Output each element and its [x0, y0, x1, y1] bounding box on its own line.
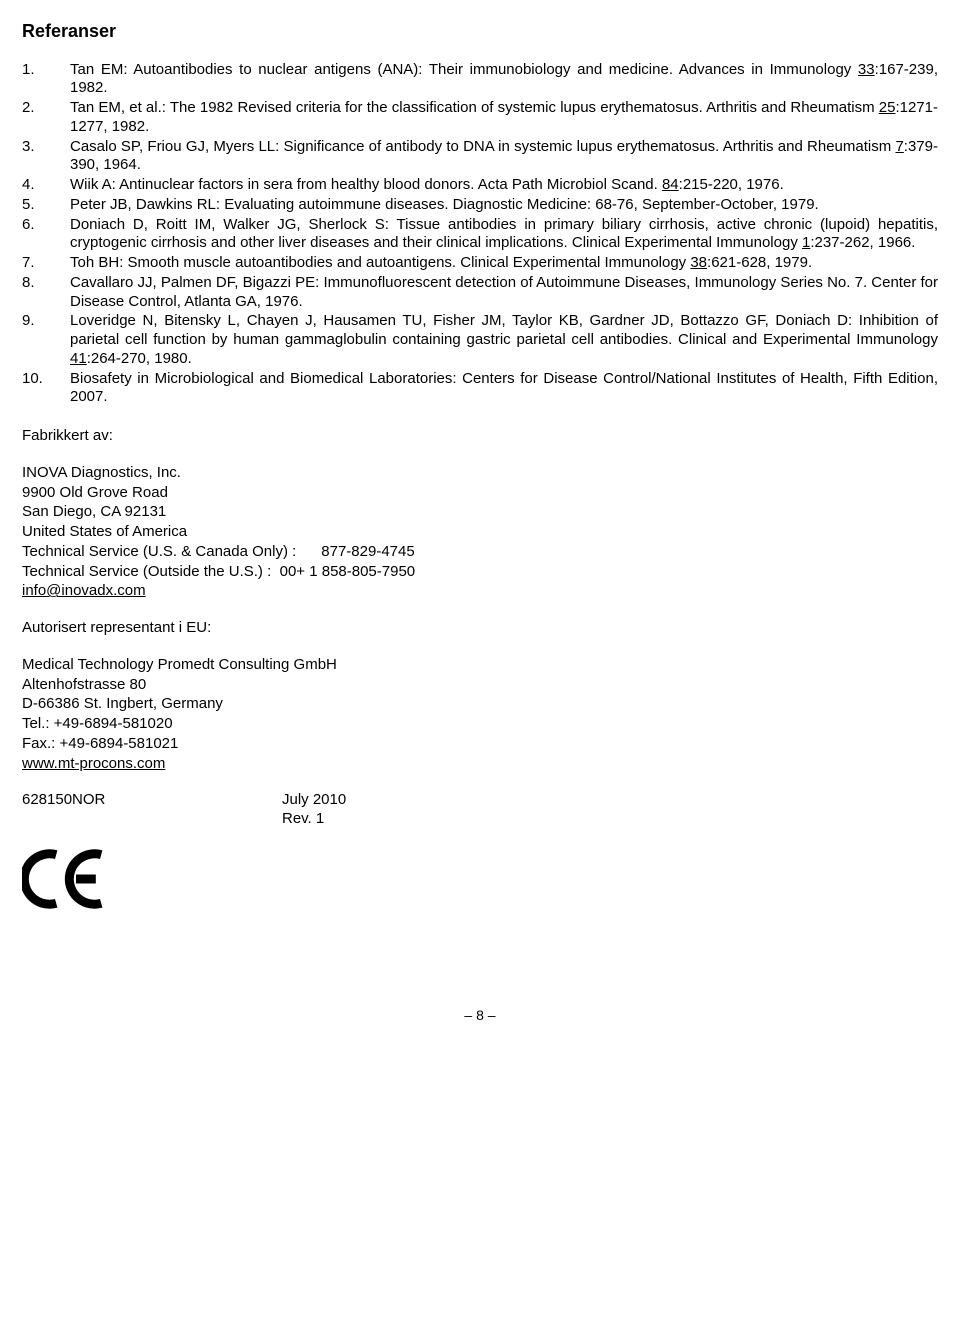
- reference-number: 8.: [22, 274, 70, 312]
- reference-number: 1.: [22, 61, 70, 99]
- rep-name: Medical Technology Promedt Consulting Gm…: [22, 656, 938, 675]
- reference-text: Tan EM, et al.: The 1982 Revised criteri…: [70, 99, 938, 137]
- document-date: July 2010: [282, 791, 346, 810]
- reference-item: 10.Biosafety in Microbiological and Biom…: [22, 370, 938, 408]
- reference-item: 7.Toh BH: Smooth muscle autoantibodies a…: [22, 254, 938, 273]
- reference-text: Cavallaro JJ, Palmen DF, Bigazzi PE: Imm…: [70, 274, 938, 312]
- manufacturer-country: United States of America: [22, 523, 938, 542]
- reference-number: 6.: [22, 216, 70, 254]
- reference-number: 9.: [22, 312, 70, 368]
- manufacturer-label: Fabrikkert av:: [22, 427, 938, 446]
- tech-service-us: Technical Service (U.S. & Canada Only) :…: [22, 543, 938, 562]
- reference-item: 2.Tan EM, et al.: The 1982 Revised crite…: [22, 99, 938, 137]
- reference-number: 7.: [22, 254, 70, 273]
- rep-fax: Fax.: +49-6894-581021: [22, 735, 938, 754]
- reference-number: 2.: [22, 99, 70, 137]
- manufacturer-name: INOVA Diagnostics, Inc.: [22, 464, 938, 483]
- reference-text: Peter JB, Dawkins RL: Evaluating autoimm…: [70, 196, 938, 215]
- reference-item: 8.Cavallaro JJ, Palmen DF, Bigazzi PE: I…: [22, 274, 938, 312]
- page-number: – 8 –: [22, 1007, 938, 1025]
- reference-text: Loveridge N, Bitensky L, Chayen J, Hausa…: [70, 312, 938, 368]
- reference-text: Biosafety in Microbiological and Biomedi…: [70, 370, 938, 408]
- reference-item: 1.Tan EM: Autoantibodies to nuclear anti…: [22, 61, 938, 99]
- tech-service-intl: Technical Service (Outside the U.S.) : 0…: [22, 563, 938, 582]
- rep-tel: Tel.: +49-6894-581020: [22, 715, 938, 734]
- rep-street: Altenhofstrasse 80: [22, 676, 938, 695]
- reference-item: 9.Loveridge N, Bitensky L, Chayen J, Hau…: [22, 312, 938, 368]
- eu-rep-label: Autorisert representant i EU:: [22, 619, 938, 638]
- manufacturer-street: 9900 Old Grove Road: [22, 484, 938, 503]
- rep-city: D-66386 St. Ingbert, Germany: [22, 695, 938, 714]
- document-code-row: 628150NOR July 2010 Rev. 1: [22, 791, 938, 829]
- reference-number: 4.: [22, 176, 70, 195]
- reference-text: Toh BH: Smooth muscle autoantibodies and…: [70, 254, 938, 273]
- manufacturer-block: INOVA Diagnostics, Inc. 9900 Old Grove R…: [22, 464, 938, 601]
- reference-text: Tan EM: Autoantibodies to nuclear antige…: [70, 61, 938, 99]
- reference-number: 5.: [22, 196, 70, 215]
- page-title: Referanser: [22, 20, 938, 43]
- ce-mark-icon: [22, 847, 938, 917]
- manufacturer-email[interactable]: info@inovadx.com: [22, 582, 938, 601]
- reference-item: 6.Doniach D, Roitt IM, Walker JG, Sherlo…: [22, 216, 938, 254]
- reference-item: 3.Casalo SP, Friou GJ, Myers LL: Signifi…: [22, 138, 938, 176]
- document-revision: Rev. 1: [282, 810, 346, 829]
- reference-number: 10.: [22, 370, 70, 408]
- manufacturer-city: San Diego, CA 92131: [22, 503, 938, 522]
- rep-web[interactable]: www.mt-procons.com: [22, 755, 938, 774]
- reference-text: Doniach D, Roitt IM, Walker JG, Sherlock…: [70, 216, 938, 254]
- reference-text: Wiik A: Antinuclear factors in sera from…: [70, 176, 938, 195]
- references-list: 1.Tan EM: Autoantibodies to nuclear anti…: [22, 61, 938, 408]
- reference-number: 3.: [22, 138, 70, 176]
- document-code: 628150NOR: [22, 791, 282, 829]
- reference-text: Casalo SP, Friou GJ, Myers LL: Significa…: [70, 138, 938, 176]
- reference-item: 5.Peter JB, Dawkins RL: Evaluating autoi…: [22, 196, 938, 215]
- reference-item: 4.Wiik A: Antinuclear factors in sera fr…: [22, 176, 938, 195]
- eu-rep-block: Medical Technology Promedt Consulting Gm…: [22, 656, 938, 774]
